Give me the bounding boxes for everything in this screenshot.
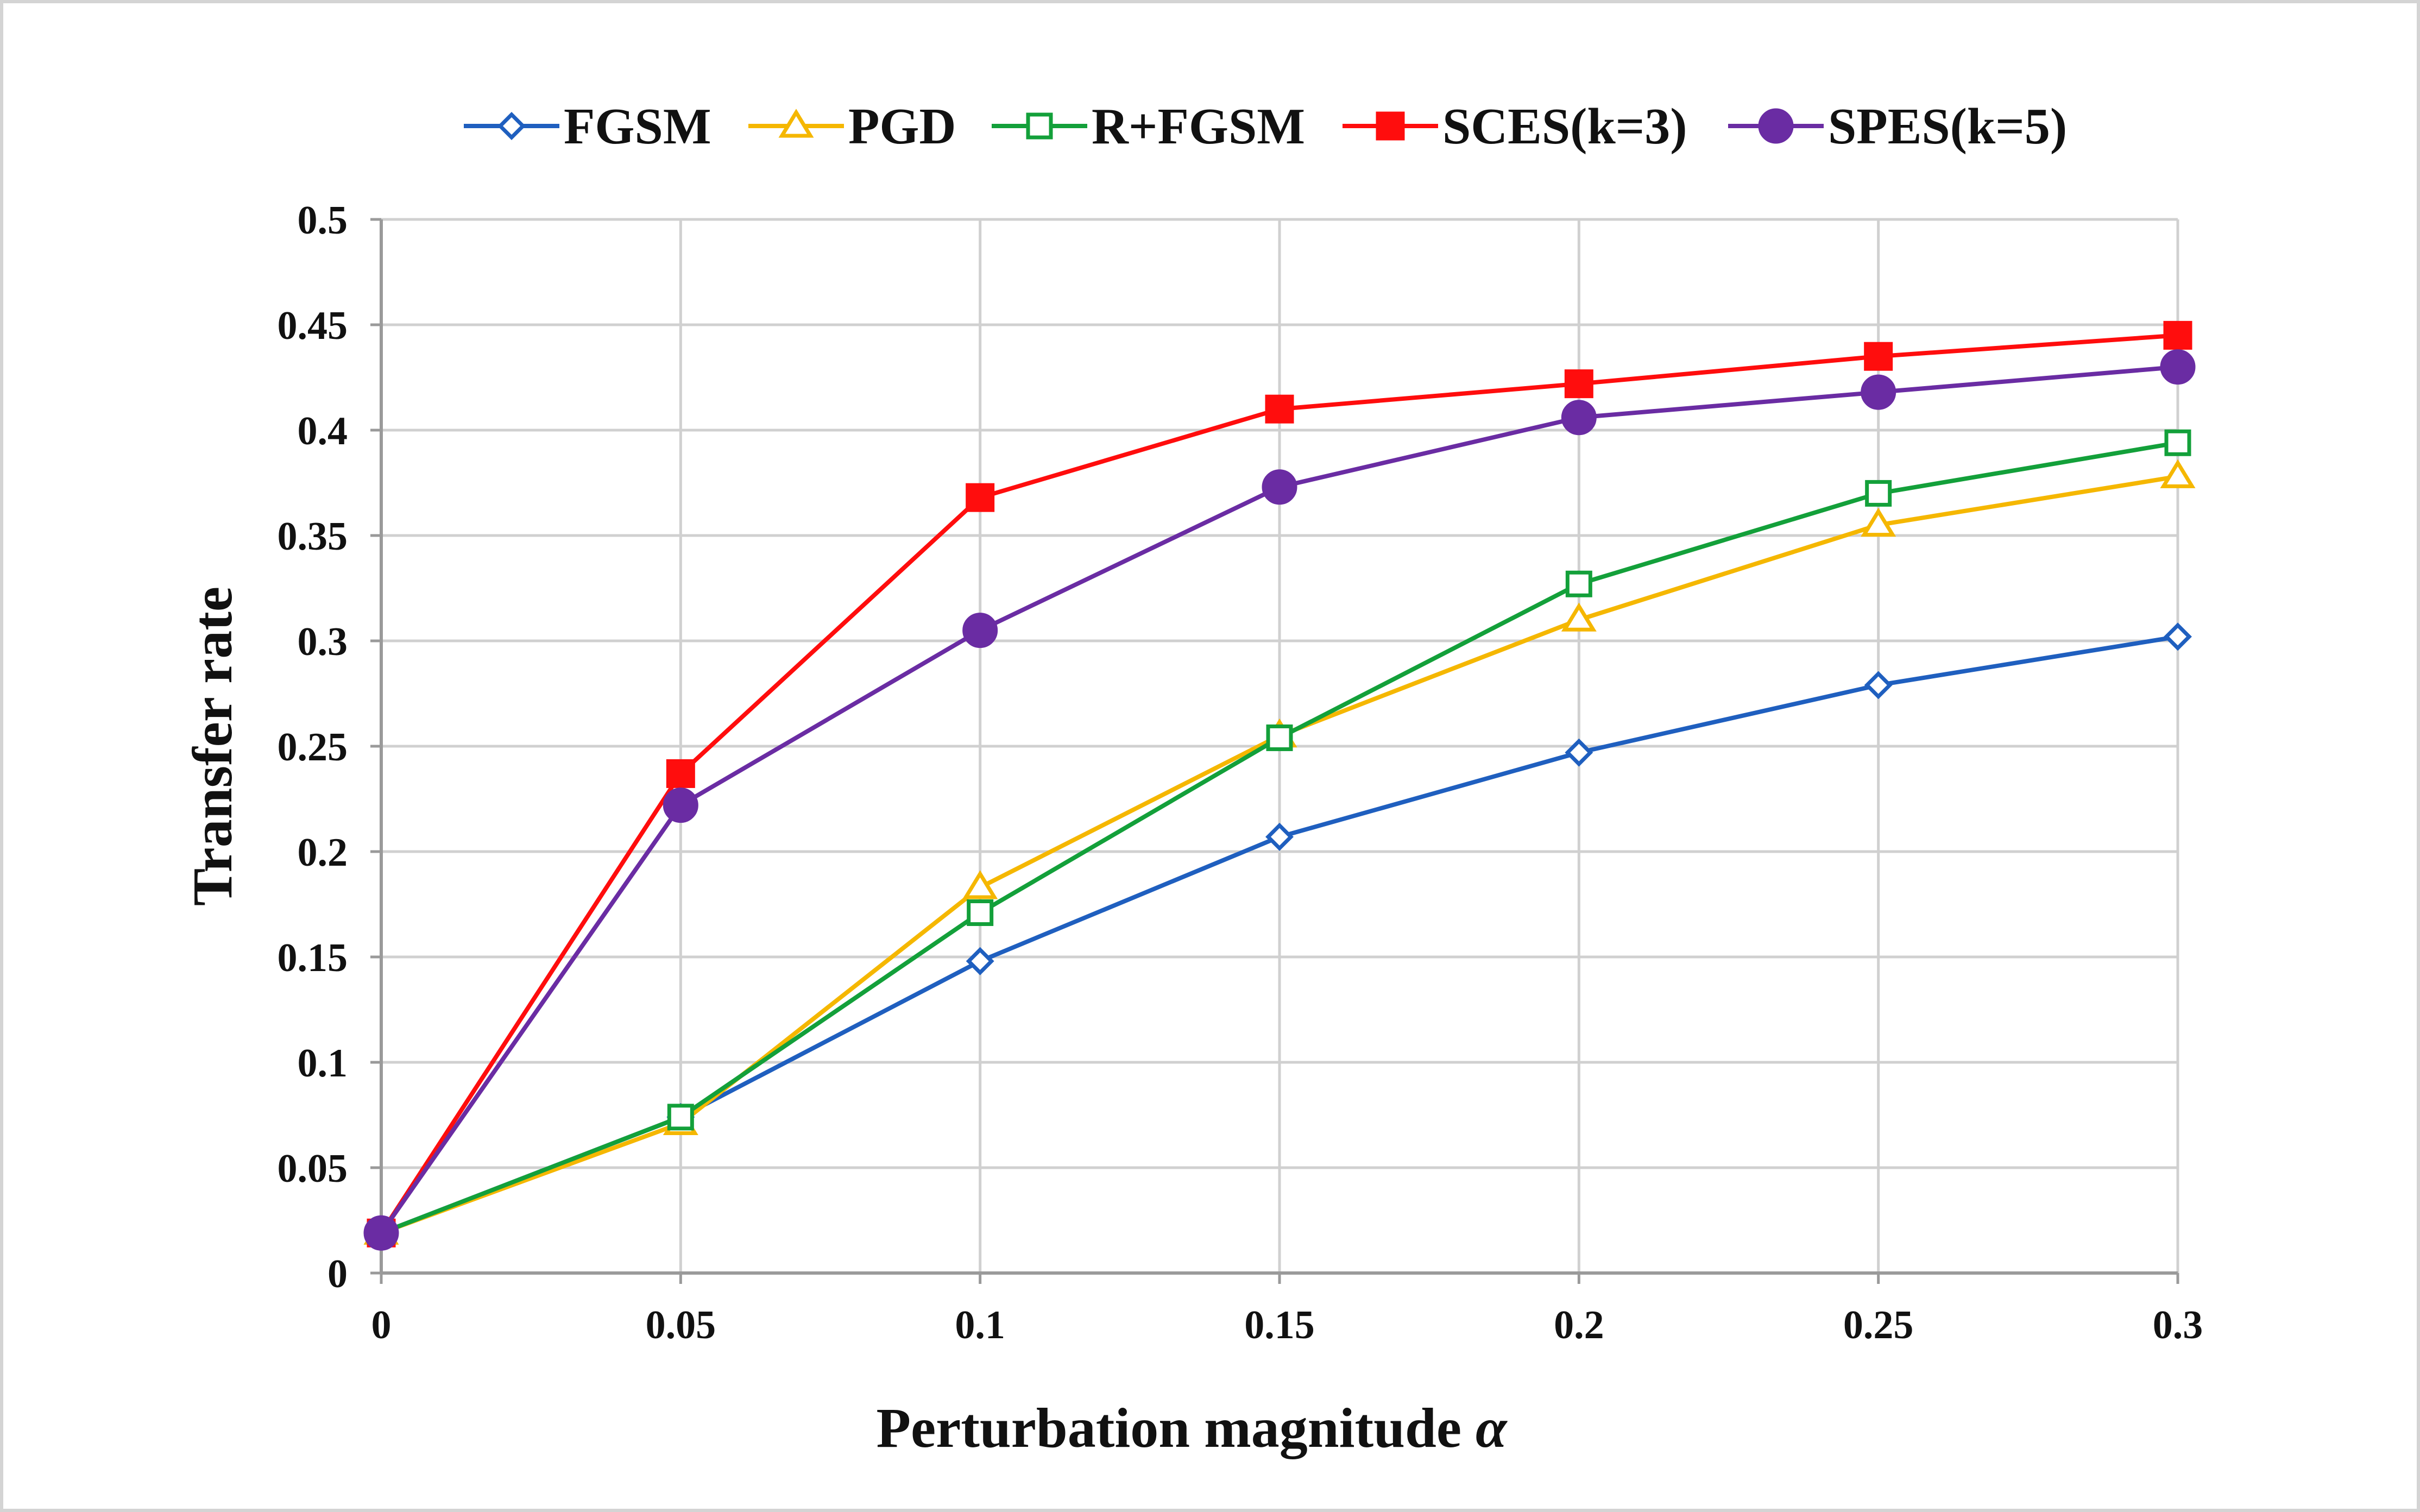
y-tick-label: 0.35: [278, 514, 348, 559]
legend-swatch-marker: [1026, 112, 1053, 140]
y-tick-label: 0.4: [298, 409, 348, 453]
data-point: [666, 759, 695, 788]
data-point: [1265, 822, 1294, 851]
x-axis-title: Perturbation magnitude α: [876, 1397, 1508, 1459]
tick-labels: 0 0.05 0.1 0.15 0.2 0.25 0.3 0.35 0.4 0.45 0.5 0 0.0…: [278, 198, 2203, 1347]
legend-swatch-marker: [778, 109, 814, 138]
data-point: [2164, 429, 2191, 456]
data-point: [1262, 469, 1297, 505]
data-point: [962, 870, 998, 899]
x-tick-label: 0.05: [646, 1303, 716, 1347]
legend-entry: SPES(k=5): [1728, 98, 2067, 155]
legend-label: PGD: [848, 98, 956, 155]
x-tick-label: 0.25: [1843, 1303, 1914, 1347]
data-point: [967, 899, 994, 927]
y-tick-label: 0.2: [298, 830, 348, 875]
data-point: [2160, 459, 2196, 488]
y-tick-label: 0.45: [278, 304, 348, 348]
legend: FGSM PGD R+FGSM SCES(k=3) SPES(k=5): [464, 98, 2067, 155]
data-point: [663, 788, 698, 823]
data-point: [966, 483, 995, 512]
y-tick-label: 0.25: [278, 725, 348, 770]
data-point: [1266, 724, 1293, 751]
legend-swatch-marker: [1376, 111, 1405, 141]
data-point: [966, 947, 994, 975]
data-point: [1564, 369, 1593, 399]
data-point: [962, 613, 998, 648]
x-tick-label: 0.1: [955, 1303, 1005, 1347]
legend-swatch-marker: [497, 112, 526, 140]
x-tick-label: 0: [371, 1303, 392, 1347]
legend-label: R+FGSM: [1092, 98, 1305, 155]
x-axis-title-text: Perturbation magnitude: [876, 1397, 1476, 1459]
legend-entry: PGD: [748, 98, 956, 155]
data-point: [1865, 480, 1892, 507]
y-tick-label: 0.15: [278, 936, 348, 980]
series-spes-k-5: [363, 349, 2196, 1251]
y-tick-label: 0: [327, 1252, 348, 1296]
data-point: [1265, 394, 1294, 424]
y-tick-label: 0.3: [298, 620, 348, 664]
data-point: [1565, 738, 1593, 767]
data-point: [1864, 342, 1893, 371]
legend-label: SPES(k=5): [1828, 98, 2067, 155]
data-point: [2160, 349, 2196, 385]
axes: [370, 218, 2179, 1284]
y-tick-label: 0.05: [278, 1146, 348, 1191]
y-tick-label: 0.1: [298, 1041, 348, 1086]
line-chart: 0 0.05 0.1 0.15 0.2 0.25 0.3 0.35 0.4 0.45 0.5 0 0.0…: [181, 98, 2203, 1459]
legend-entry: R+FGSM: [992, 98, 1305, 155]
legend-entry: SCES(k=3): [1343, 98, 1687, 155]
data-point: [1561, 400, 1597, 436]
data-point: [1861, 507, 1896, 537]
x-tick-label: 0.15: [1244, 1303, 1315, 1347]
data-point: [1864, 671, 1893, 700]
legend-label: FGSM: [564, 98, 711, 155]
data-point: [1861, 374, 1896, 410]
y-axis-title: Transfer rate: [181, 587, 244, 906]
y-tick-label: 0.5: [298, 198, 348, 243]
x-tick-label: 0.2: [1554, 1303, 1604, 1347]
data-point: [363, 1215, 399, 1251]
legend-swatch-marker: [1758, 108, 1794, 144]
x-axis-title-symbol: α: [1476, 1397, 1508, 1459]
series-group: [363, 320, 2196, 1251]
legend-entry: FGSM: [464, 98, 711, 155]
legend-label: SCES(k=3): [1442, 98, 1687, 155]
data-point: [1565, 570, 1592, 597]
data-point: [2163, 320, 2192, 350]
x-tick-label: 0.3: [2153, 1303, 2203, 1347]
data-point: [1561, 602, 1597, 632]
data-point: [667, 1104, 694, 1131]
data-point: [2164, 622, 2192, 651]
